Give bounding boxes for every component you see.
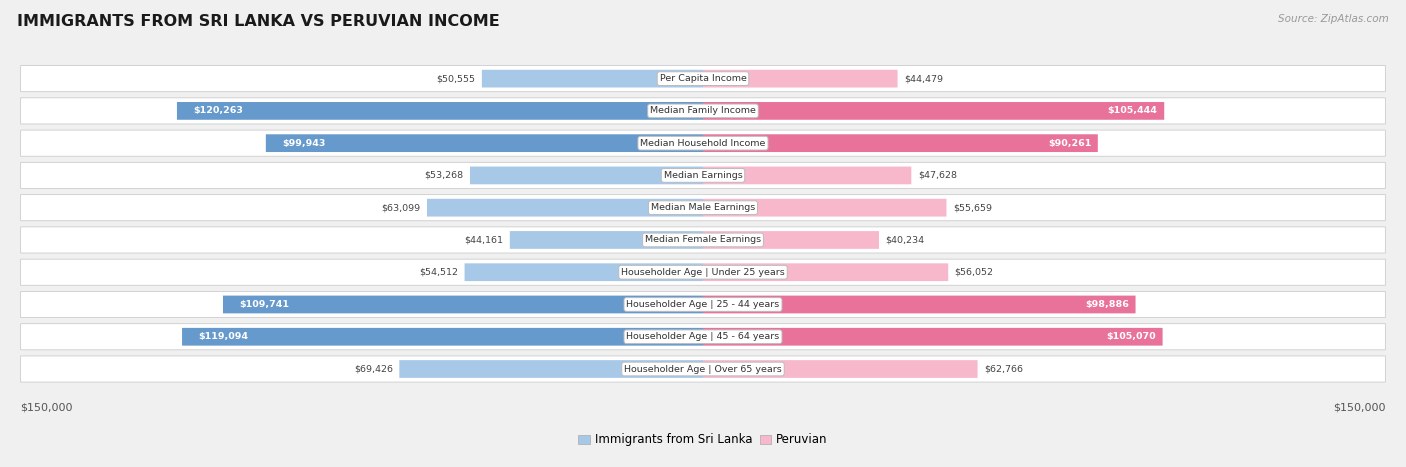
Text: $54,512: $54,512 bbox=[419, 268, 458, 277]
Text: $53,268: $53,268 bbox=[425, 171, 464, 180]
Text: $62,766: $62,766 bbox=[984, 365, 1024, 374]
Text: $98,886: $98,886 bbox=[1085, 300, 1129, 309]
Text: Householder Age | Over 65 years: Householder Age | Over 65 years bbox=[624, 365, 782, 374]
Text: $50,555: $50,555 bbox=[436, 74, 475, 83]
FancyBboxPatch shape bbox=[703, 296, 1136, 313]
Text: $120,263: $120,263 bbox=[194, 106, 243, 115]
FancyBboxPatch shape bbox=[21, 259, 1385, 285]
FancyBboxPatch shape bbox=[510, 231, 703, 249]
Text: Householder Age | 25 - 44 years: Householder Age | 25 - 44 years bbox=[627, 300, 779, 309]
FancyBboxPatch shape bbox=[21, 98, 1385, 124]
FancyBboxPatch shape bbox=[482, 70, 703, 87]
FancyBboxPatch shape bbox=[177, 102, 703, 120]
FancyBboxPatch shape bbox=[703, 263, 948, 281]
Text: $47,628: $47,628 bbox=[918, 171, 957, 180]
FancyBboxPatch shape bbox=[21, 227, 1385, 253]
FancyBboxPatch shape bbox=[266, 134, 703, 152]
Text: $105,070: $105,070 bbox=[1107, 332, 1156, 341]
Text: Median Earnings: Median Earnings bbox=[664, 171, 742, 180]
FancyBboxPatch shape bbox=[399, 360, 703, 378]
FancyBboxPatch shape bbox=[427, 199, 703, 217]
Text: Source: ZipAtlas.com: Source: ZipAtlas.com bbox=[1278, 14, 1389, 24]
Text: IMMIGRANTS FROM SRI LANKA VS PERUVIAN INCOME: IMMIGRANTS FROM SRI LANKA VS PERUVIAN IN… bbox=[17, 14, 499, 29]
Text: $109,741: $109,741 bbox=[239, 300, 290, 309]
Text: $119,094: $119,094 bbox=[198, 332, 249, 341]
FancyBboxPatch shape bbox=[703, 360, 977, 378]
Text: $44,479: $44,479 bbox=[904, 74, 943, 83]
FancyBboxPatch shape bbox=[21, 65, 1385, 92]
Text: Median Female Earnings: Median Female Earnings bbox=[645, 235, 761, 244]
FancyBboxPatch shape bbox=[703, 328, 1163, 346]
FancyBboxPatch shape bbox=[703, 70, 897, 87]
FancyBboxPatch shape bbox=[703, 134, 1098, 152]
FancyBboxPatch shape bbox=[181, 328, 703, 346]
Text: Median Family Income: Median Family Income bbox=[650, 106, 756, 115]
FancyBboxPatch shape bbox=[703, 167, 911, 184]
Text: $40,234: $40,234 bbox=[886, 235, 925, 244]
Text: $56,052: $56,052 bbox=[955, 268, 994, 277]
FancyBboxPatch shape bbox=[21, 324, 1385, 350]
Text: $63,099: $63,099 bbox=[381, 203, 420, 212]
FancyBboxPatch shape bbox=[21, 130, 1385, 156]
FancyBboxPatch shape bbox=[21, 163, 1385, 189]
Text: Median Household Income: Median Household Income bbox=[640, 139, 766, 148]
Text: $44,161: $44,161 bbox=[464, 235, 503, 244]
Text: $90,261: $90,261 bbox=[1047, 139, 1091, 148]
Text: Median Male Earnings: Median Male Earnings bbox=[651, 203, 755, 212]
FancyBboxPatch shape bbox=[464, 263, 703, 281]
FancyBboxPatch shape bbox=[21, 291, 1385, 318]
FancyBboxPatch shape bbox=[21, 195, 1385, 221]
Text: Householder Age | Under 25 years: Householder Age | Under 25 years bbox=[621, 268, 785, 277]
Text: $69,426: $69,426 bbox=[354, 365, 392, 374]
FancyBboxPatch shape bbox=[224, 296, 703, 313]
FancyBboxPatch shape bbox=[470, 167, 703, 184]
Text: Householder Age | 45 - 64 years: Householder Age | 45 - 64 years bbox=[627, 332, 779, 341]
Text: $105,444: $105,444 bbox=[1108, 106, 1157, 115]
Text: $150,000: $150,000 bbox=[21, 403, 73, 413]
Text: $55,659: $55,659 bbox=[953, 203, 993, 212]
Legend: Immigrants from Sri Lanka, Peruvian: Immigrants from Sri Lanka, Peruvian bbox=[574, 429, 832, 451]
FancyBboxPatch shape bbox=[703, 231, 879, 249]
FancyBboxPatch shape bbox=[703, 199, 946, 217]
Text: $99,943: $99,943 bbox=[283, 139, 326, 148]
FancyBboxPatch shape bbox=[21, 356, 1385, 382]
FancyBboxPatch shape bbox=[703, 102, 1164, 120]
Text: Per Capita Income: Per Capita Income bbox=[659, 74, 747, 83]
Text: $150,000: $150,000 bbox=[1333, 403, 1385, 413]
